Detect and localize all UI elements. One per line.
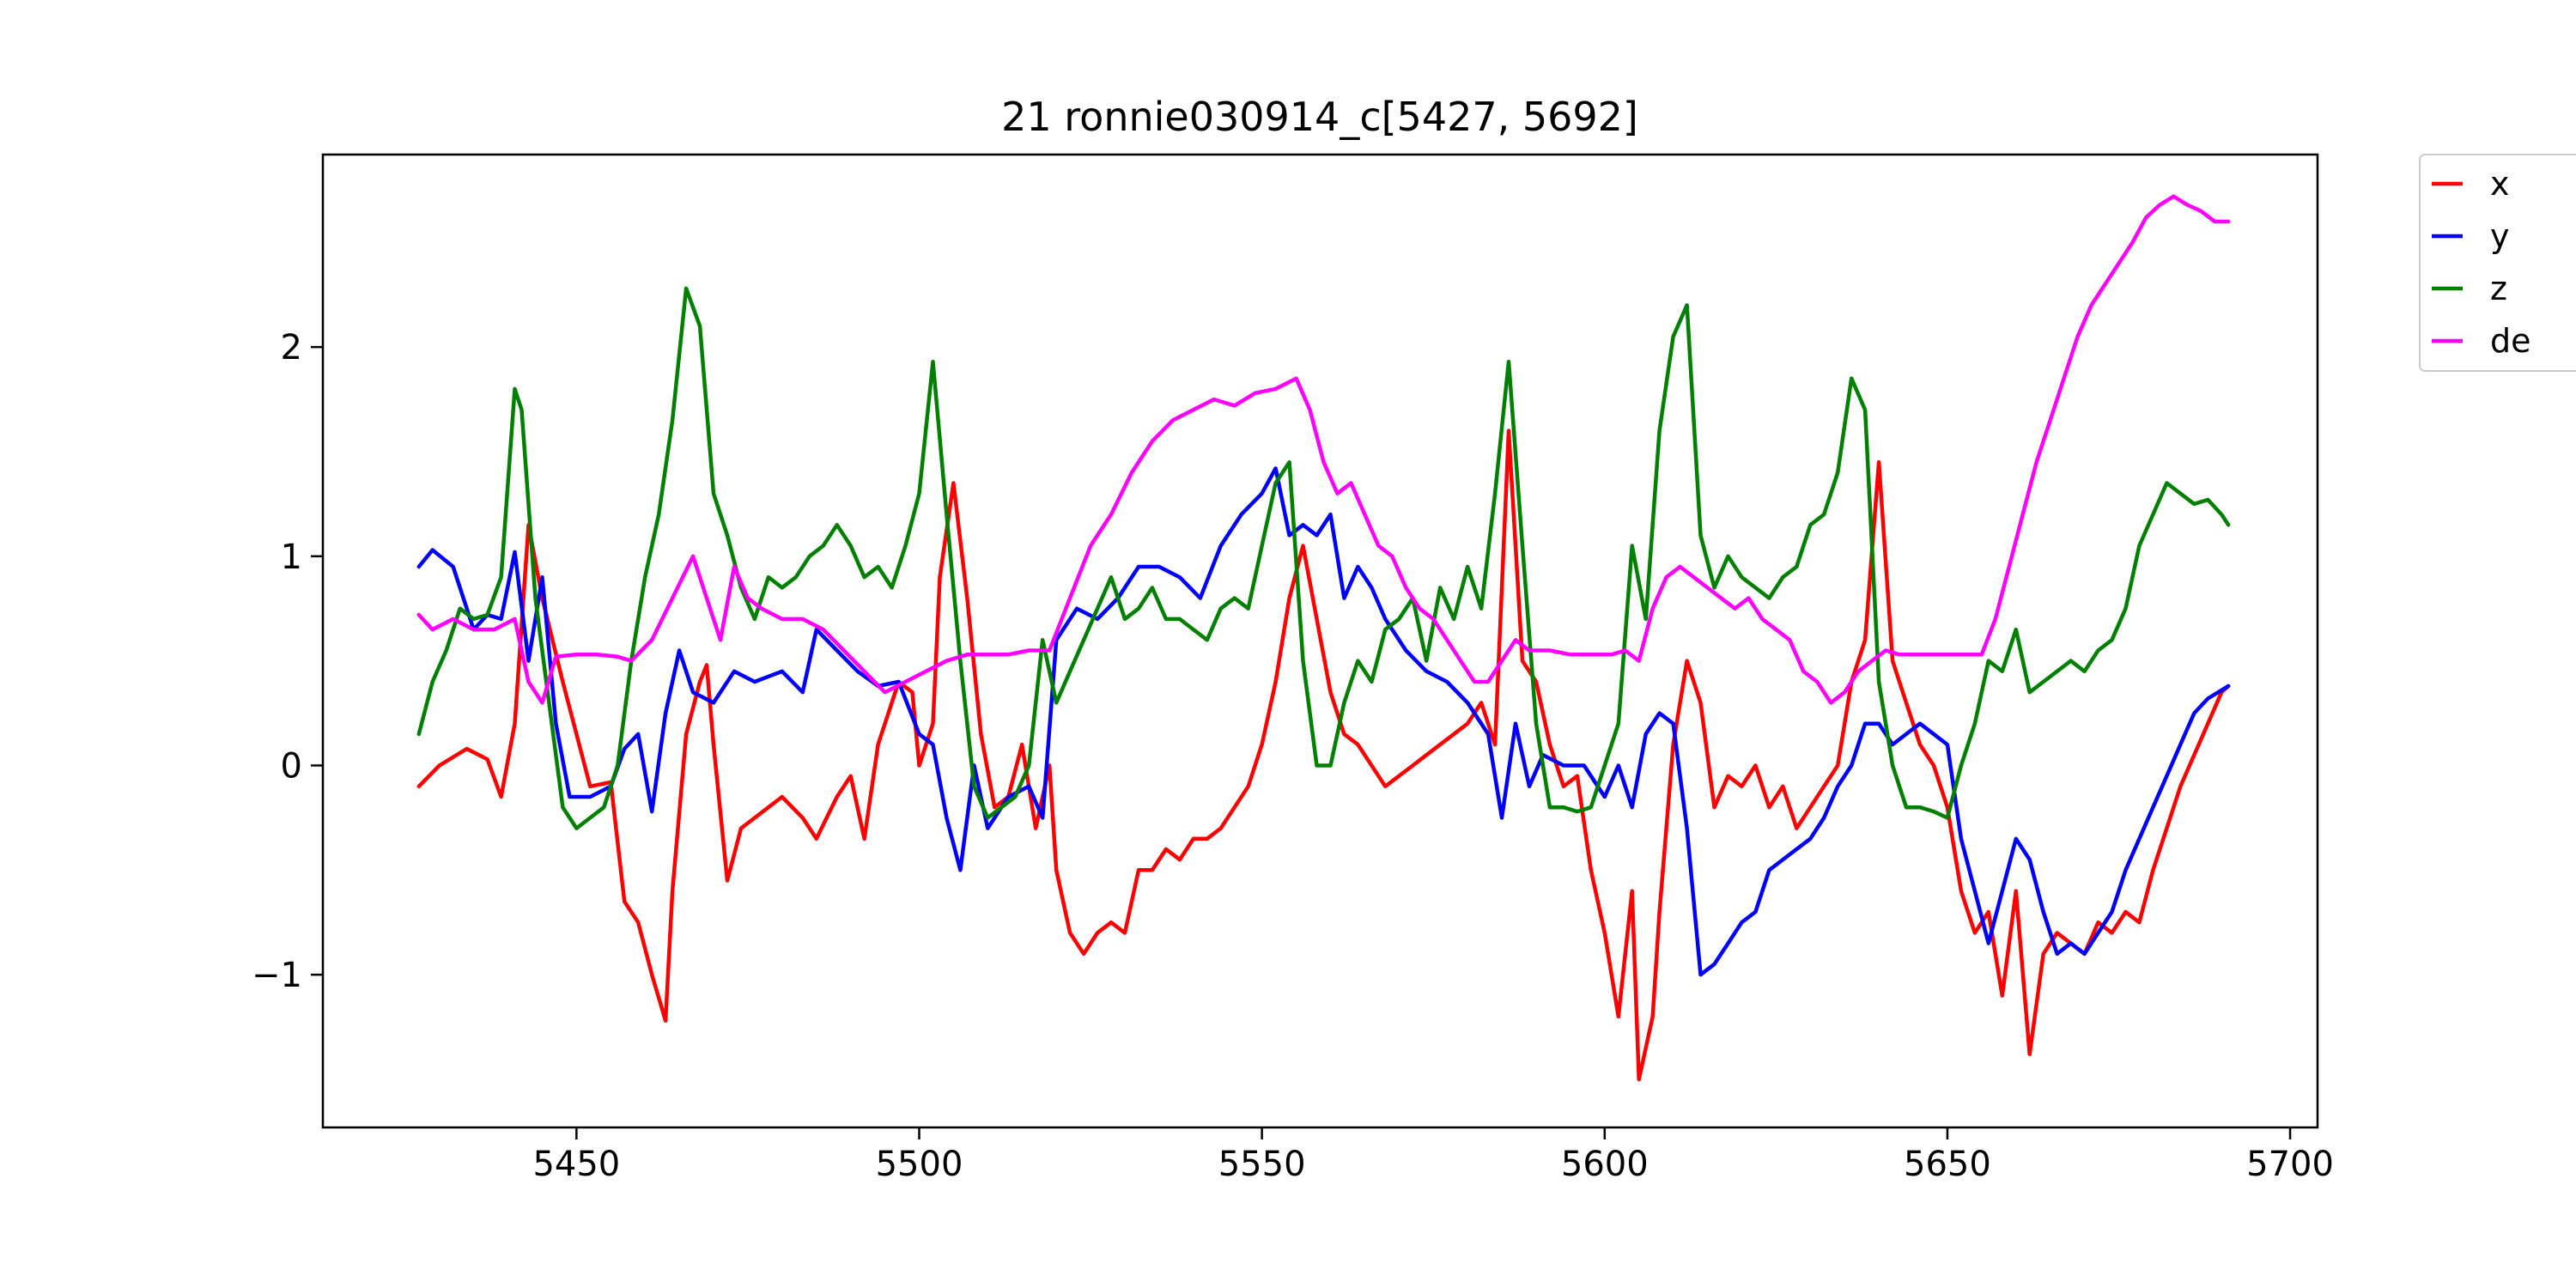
series-layer — [416, 194, 2231, 1082]
series-line-x — [416, 428, 2231, 1082]
x-axis: 5450 5500 5550 5600 5650 5700 — [532, 1127, 2334, 1184]
legend-frame — [2419, 154, 2576, 372]
y-tick-label: 2 — [281, 328, 302, 368]
y-axis: −1 0 1 2 — [252, 328, 323, 995]
x-tick-label: 5450 — [532, 1145, 620, 1184]
series-line-y — [416, 466, 2231, 977]
y-tick-label: 1 — [281, 538, 302, 577]
x-tick-label: 5600 — [1561, 1145, 1649, 1184]
legend-label-y: y — [2490, 217, 2510, 255]
x-tick-label: 5500 — [876, 1145, 963, 1184]
series-line-z — [416, 286, 2231, 830]
x-tick-label: 5650 — [1904, 1145, 1991, 1184]
chart-title: 21 ronnie030914_c[5427, 5692] — [1001, 94, 1638, 140]
legend-label-x: x — [2490, 165, 2510, 203]
series-line-de — [416, 194, 2231, 705]
legend-label-z: z — [2490, 270, 2507, 307]
legend: xyz de — [2419, 154, 2576, 372]
y-tick-label: −1 — [252, 956, 302, 995]
y-tick-label: 0 — [281, 746, 302, 786]
plot-frame — [321, 153, 2319, 1129]
x-tick-label: 5700 — [2246, 1145, 2334, 1184]
legend-label-de: de — [2490, 322, 2531, 360]
plot-area — [321, 153, 2319, 1129]
x-tick-label: 5550 — [1218, 1145, 1306, 1184]
